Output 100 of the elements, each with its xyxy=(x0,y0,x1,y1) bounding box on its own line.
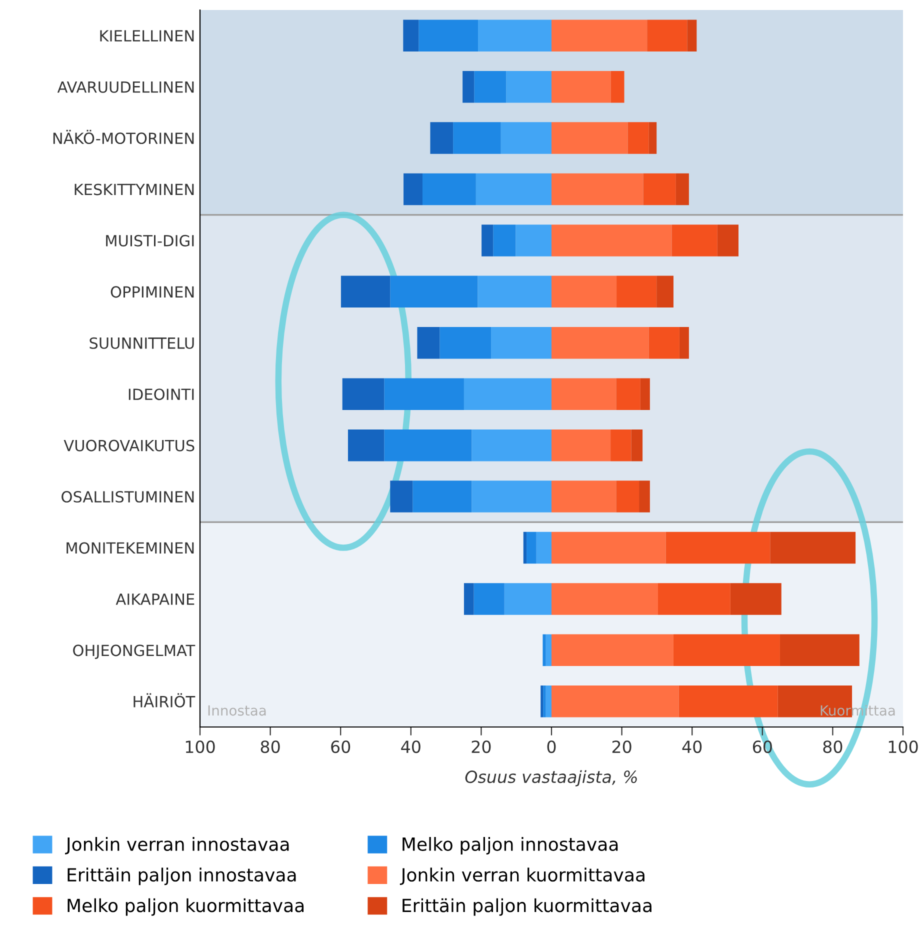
bar xyxy=(404,173,422,206)
bar xyxy=(676,173,689,206)
bar xyxy=(440,327,492,359)
bar xyxy=(770,532,856,564)
y-tick-label: KIELELLINEN xyxy=(100,30,194,42)
x-tick-label: 20 xyxy=(612,740,632,754)
bar xyxy=(417,327,440,359)
bar xyxy=(552,532,666,564)
bar xyxy=(462,70,474,103)
bar xyxy=(552,429,611,462)
bar xyxy=(526,532,536,564)
bar xyxy=(628,122,649,154)
bar xyxy=(552,480,616,512)
y-tick-label: MUISTI-DIGI xyxy=(106,234,194,246)
bar xyxy=(639,480,650,512)
bar xyxy=(478,276,552,308)
bar xyxy=(546,634,552,666)
bar xyxy=(679,327,689,359)
x-tick-label: 80 xyxy=(823,740,842,754)
bar xyxy=(500,122,552,154)
bar xyxy=(552,276,617,308)
bar xyxy=(418,20,478,52)
bar xyxy=(673,634,780,666)
bar xyxy=(542,634,546,666)
y-tick-label: IDEOINTI xyxy=(128,388,194,400)
bar xyxy=(464,583,474,615)
bar xyxy=(464,378,552,410)
bar xyxy=(390,276,478,308)
bar xyxy=(552,378,616,410)
bar xyxy=(552,173,644,206)
bar xyxy=(552,70,611,103)
bar xyxy=(730,583,782,615)
bar xyxy=(648,122,657,154)
bar xyxy=(643,173,676,206)
bar xyxy=(536,532,552,564)
bar xyxy=(384,429,472,462)
legend-label: Jonkin verran innostavaa xyxy=(65,837,289,854)
bar xyxy=(666,532,770,564)
bar xyxy=(552,122,628,154)
bar xyxy=(552,20,648,52)
bar xyxy=(656,276,674,308)
annotation: Innostaa xyxy=(208,705,266,716)
y-tick-label: AIKAPAINE xyxy=(116,594,194,605)
bar xyxy=(552,327,649,359)
bar xyxy=(342,378,384,410)
bar xyxy=(430,122,454,154)
bar xyxy=(610,429,632,462)
bar xyxy=(472,429,552,462)
x-tick-label: 100 xyxy=(888,740,918,754)
bar xyxy=(672,224,718,256)
y-tick-label: HÄIRIÖT xyxy=(134,693,196,708)
y-tick-label: OHJEONGELMAT xyxy=(73,644,196,660)
bar xyxy=(780,634,860,666)
bar xyxy=(523,532,527,564)
x-tick-label: 100 xyxy=(186,740,215,754)
bar xyxy=(647,20,688,52)
x-tick-label: 40 xyxy=(401,740,420,754)
x-axis-title: Osuus vastaajista, % xyxy=(465,770,637,786)
legend-label: Erittäin paljon kuormittavaa xyxy=(402,898,652,916)
bar xyxy=(478,20,552,52)
bar xyxy=(348,429,384,462)
bar xyxy=(516,224,552,256)
legend-label: Erittäin paljon innostavaa xyxy=(68,868,296,886)
bar xyxy=(504,583,552,615)
bar xyxy=(384,378,464,410)
bar xyxy=(717,224,738,256)
x-tick-label: 60 xyxy=(331,740,350,754)
y-tick-label: KESKITTYMINEN xyxy=(74,184,194,196)
bar xyxy=(543,686,546,718)
bar xyxy=(552,686,679,718)
bar xyxy=(631,429,643,462)
bar xyxy=(482,224,494,256)
bar xyxy=(552,583,658,615)
y-tick-label: OSALLISTUMINEN xyxy=(62,491,194,503)
bar xyxy=(476,173,552,206)
bar xyxy=(493,224,516,256)
x-tick-label: 0 xyxy=(547,740,556,754)
annotation: Kuormittaa xyxy=(820,704,895,716)
x-tick-label: 40 xyxy=(682,740,702,754)
bar xyxy=(422,173,476,206)
bar xyxy=(412,480,472,512)
bar xyxy=(546,686,552,718)
bar xyxy=(474,70,506,103)
y-tick-label: AVARUUDELLINEN xyxy=(57,81,194,93)
bar xyxy=(610,70,624,103)
y-tick-label: VUOROVAIKUTUS xyxy=(64,440,194,452)
bar xyxy=(403,20,419,52)
legend-label: Jonkin verran kuormittavaa xyxy=(400,868,644,885)
bar xyxy=(506,70,552,103)
bar xyxy=(658,583,730,615)
bar xyxy=(648,327,680,359)
bar xyxy=(340,276,390,308)
bar xyxy=(616,480,640,512)
x-tick-label: 20 xyxy=(472,740,491,754)
bar xyxy=(678,686,778,718)
y-tick-label: SUUNNITTELU xyxy=(90,337,194,349)
bar xyxy=(540,686,544,718)
legend-label: Melko paljon innostavaa xyxy=(402,837,618,854)
bar xyxy=(552,224,672,256)
y-tick-label: OPPIMINEN xyxy=(110,286,194,298)
